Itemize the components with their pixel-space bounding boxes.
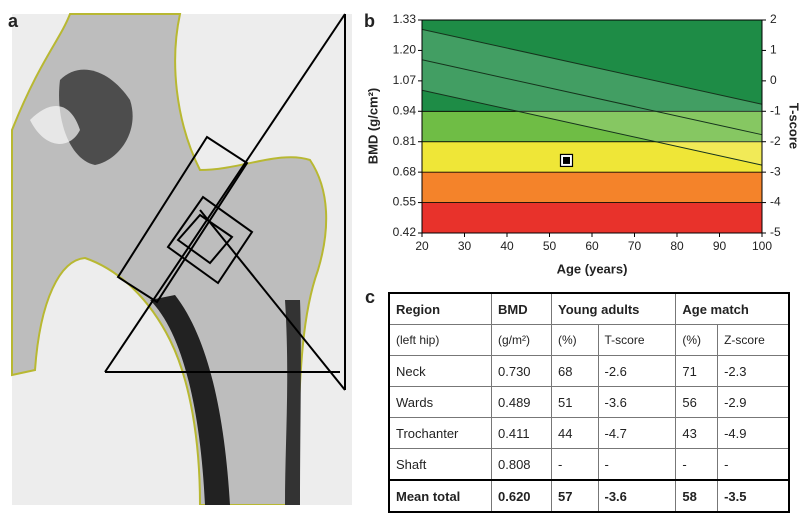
table-header: BMD [492,293,552,325]
table-cell: 0.620 [492,480,552,512]
x-tick-label: 20 [415,239,429,253]
y2-tick-label: -2 [770,134,781,148]
table-header: Age match [676,293,789,325]
table-cell: 44 [552,418,598,449]
panel-label: c [365,287,375,307]
table-cell: 0.411 [492,418,552,449]
table-cell: - [552,449,598,481]
panel-label: b [364,11,375,31]
table-header: Region [389,293,492,325]
table-cell: - [598,449,676,481]
band [422,172,762,202]
table-cell: 0.808 [492,449,552,481]
table-subheader: Z-score [718,325,789,356]
table-cell: - [676,449,718,481]
y-tick-label: 1.33 [393,12,417,26]
x-tick-label: 40 [500,239,514,253]
scan-image [12,14,352,505]
y2-tick-label: 1 [770,43,777,57]
x-tick-label: 50 [543,239,557,253]
y-tick-label: 1.07 [393,73,417,87]
table-cell: -2.6 [598,356,676,387]
table-cell: 71 [676,356,718,387]
table-cell: - [718,449,789,481]
y2-tick-label: 2 [770,12,777,26]
table-subheader: (%) [676,325,718,356]
y-axis-label: BMD (g/cm²) [365,88,380,165]
table-cell: -2.3 [718,356,789,387]
y-tick-label: 0.42 [393,225,417,239]
y2-tick-label: 0 [770,73,777,87]
x-tick-label: 80 [670,239,684,253]
y-tick-label: 0.81 [393,134,417,148]
table-subheader: T-score [598,325,676,356]
table-cell: -2.9 [718,387,789,418]
plot: 0.42 0.55 0.68 0.81 0.94 1.07 1.20 1.33 -5 -4 -3 -2… [393,12,781,253]
y-tick-label: 1.20 [393,43,417,57]
table-cell: 0.730 [492,356,552,387]
y2-tick-label: -5 [770,225,781,239]
patient-marker-core [563,157,570,164]
y2-tick-label: -3 [770,164,781,178]
page: a b c Age (years) BMD (g/cm²) T-score 0.… [0,0,801,505]
table-header: Young adults [552,293,676,325]
table-cell: 51 [552,387,598,418]
table-cell: 58 [676,480,718,512]
x-axis-label: Age (years) [557,261,628,276]
results-table: Region BMD Young adults Age match (left … [388,292,790,513]
table-cell: 57 [552,480,598,512]
band [422,203,762,233]
table-cell: 68 [552,356,598,387]
table-cell: -3.5 [718,480,789,512]
table-cell: 56 [676,387,718,418]
x-tick-label: 30 [458,239,472,253]
y2-tick-label: -4 [770,195,781,209]
table-cell: 0.489 [492,387,552,418]
x-tick-label: 100 [752,239,772,253]
table-cell: Mean total [389,480,492,512]
table-cell: Shaft [389,449,492,481]
y-tick-label: 0.94 [393,103,417,117]
table-subheader: (left hip) [389,325,492,356]
panel-label: a [8,11,19,31]
table-cell: -4.7 [598,418,676,449]
table-cell: -3.6 [598,480,676,512]
y2-tick-label: -1 [770,103,781,117]
table-cell: -3.6 [598,387,676,418]
table-subheader: (%) [552,325,598,356]
x-tick-label: 90 [713,239,727,253]
y-tick-label: 0.55 [393,195,417,209]
y-tick-label: 0.68 [393,164,417,178]
table-cell: Trochanter [389,418,492,449]
table-cell: -4.9 [718,418,789,449]
y2-axis-label: T-score [787,103,801,149]
x-tick-label: 60 [585,239,599,253]
table-cell: 43 [676,418,718,449]
table-cell: Wards [389,387,492,418]
x-tick-label: 70 [628,239,642,253]
table-cell: Neck [389,356,492,387]
table-subheader: (g/m²) [492,325,552,356]
